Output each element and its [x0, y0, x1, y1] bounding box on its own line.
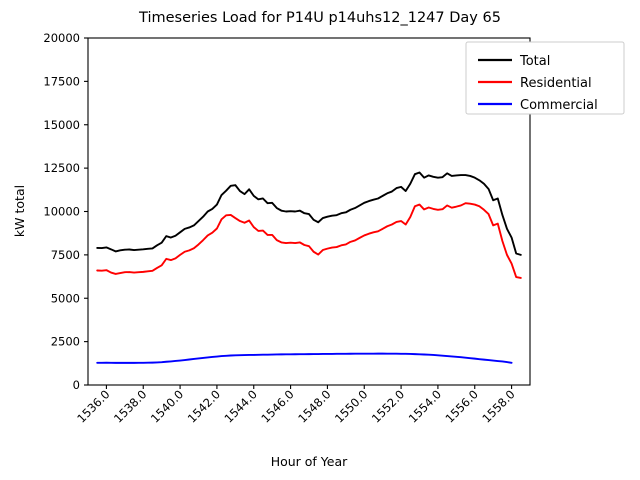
x-tick-label: 1536.0	[74, 387, 112, 425]
chart-legend: Total Residential Commercial	[465, 41, 625, 115]
y-tick-label: 15000	[43, 118, 80, 132]
series-line-residential	[96, 202, 522, 279]
plot-border	[87, 37, 531, 386]
x-tick-label: 1550.0	[332, 387, 370, 425]
x-tick-label: 1546.0	[258, 387, 296, 425]
axes-frame	[87, 37, 531, 386]
y-tick-label: 10000	[43, 205, 80, 219]
y-tick-label: 17500	[43, 74, 80, 88]
y-tick-label: 0	[73, 378, 80, 392]
x-tick-label: 1538.0	[111, 387, 149, 425]
series-line-commercial	[96, 352, 513, 364]
series-line-total	[96, 171, 522, 256]
legend-label-commercial: Commercial	[520, 98, 598, 113]
x-tick-label: 1542.0	[185, 387, 223, 425]
y-tick-label: 7500	[51, 248, 80, 262]
y-tick-label: 5000	[51, 291, 80, 305]
legend-label-residential: Residential	[520, 76, 592, 91]
y-axis-ticks: 0 2500 5000 7500 10000 12500 15000 17500 20000	[43, 31, 88, 392]
x-axis-ticks: 1536.01538.01540.01542.01544.01546.01548…	[74, 385, 518, 426]
x-axis-label: Hour of Year	[271, 454, 348, 469]
y-axis-label: kW total	[12, 185, 27, 237]
x-tick-label: 1544.0	[222, 387, 260, 425]
x-tick-label: 1540.0	[148, 387, 186, 425]
y-tick-label: 2500	[51, 335, 80, 349]
y-tick-label: 12500	[43, 161, 80, 175]
x-tick-label: 1558.0	[479, 387, 517, 425]
y-tick-label: 20000	[43, 31, 80, 45]
x-tick-label: 1556.0	[443, 387, 481, 425]
x-tick-label: 1554.0	[406, 387, 444, 425]
legend-label-total: Total	[519, 54, 550, 69]
x-tick-label: 1552.0	[369, 387, 407, 425]
x-tick-label: 1548.0	[295, 387, 333, 425]
series-lines	[96, 171, 522, 364]
page-title: Timeseries Load for P14U p14uhs12_1247 D…	[138, 10, 501, 26]
chart-title-group: Timeseries Load for P14U p14uhs12_1247 D…	[138, 10, 501, 26]
